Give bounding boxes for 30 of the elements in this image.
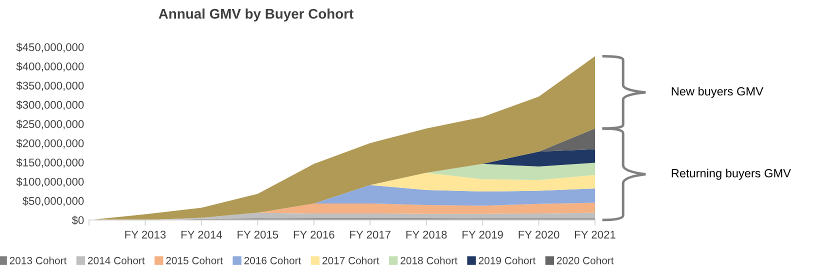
x-tick-label: FY 2019 — [462, 230, 503, 239]
y-tick-label: $400,000,000 — [16, 62, 84, 72]
x-tick-label: FY 2021 — [575, 230, 616, 239]
legend-label: 2019 Cohort — [478, 256, 536, 264]
y-tick-label: $250,000,000 — [16, 120, 84, 130]
x-tick-label: FY 2020 — [518, 230, 560, 239]
y-tick-label: $300,000,000 — [16, 100, 84, 110]
x-tick-label: FY 2016 — [294, 230, 334, 239]
y-tick-label: $150,000,000 — [16, 158, 84, 168]
y-tick-label: $450,000,000 — [16, 42, 84, 52]
text: New buyers GMV — [672, 86, 764, 98]
text: Returning buyers GMV — [672, 168, 791, 180]
legend-label: 2018 Cohort — [400, 256, 458, 264]
x-tick-label: FY 2017 — [350, 230, 390, 239]
y-tick-label: $100,000,000 — [16, 177, 84, 188]
legend-label: 2020 Cohort — [556, 256, 614, 264]
legend-label: 2016 Cohort — [244, 256, 302, 264]
y-tick-label: $50,000,000 — [22, 196, 84, 206]
x-tick-label: FY 2013 — [125, 230, 166, 239]
legend-label: 2017 Cohort — [322, 256, 380, 264]
legend-label: 2015 Cohort — [166, 256, 223, 264]
x-tick-label: FY 2015 — [238, 230, 278, 239]
y-tick-label: $0 — [72, 216, 84, 225]
chart-title: Annual GMV by Buyer Cohort — [158, 8, 354, 22]
y-tick-label: $350,000,000 — [16, 81, 84, 91]
x-tick-label: FY 2014 — [181, 230, 222, 239]
y-tick-label: $200,000,000 — [16, 138, 84, 149]
legend-label: 2014 Cohort — [88, 256, 145, 264]
x-tick-label: FY 2018 — [406, 230, 447, 239]
legend-label: 2013 Cohort — [10, 256, 67, 264]
